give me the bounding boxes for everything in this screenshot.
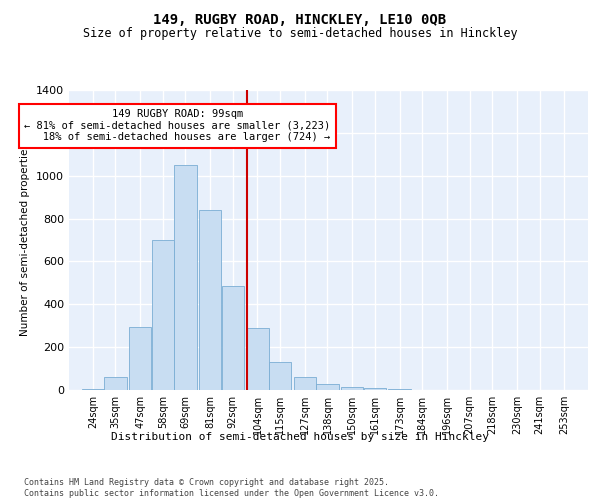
Bar — [221, 286, 244, 390]
Bar — [388, 389, 411, 390]
Bar — [316, 384, 338, 390]
Bar — [174, 165, 197, 390]
Bar — [82, 389, 104, 390]
Text: Contains HM Land Registry data © Crown copyright and database right 2025.
Contai: Contains HM Land Registry data © Crown c… — [24, 478, 439, 498]
Bar — [269, 362, 292, 390]
Bar — [104, 377, 127, 390]
Text: Distribution of semi-detached houses by size in Hinckley: Distribution of semi-detached houses by … — [111, 432, 489, 442]
Bar — [364, 388, 386, 390]
Y-axis label: Number of semi-detached properties: Number of semi-detached properties — [20, 144, 31, 336]
Text: 149, RUGBY ROAD, HINCKLEY, LE10 0QB: 149, RUGBY ROAD, HINCKLEY, LE10 0QB — [154, 12, 446, 26]
Bar — [129, 327, 151, 390]
Text: Size of property relative to semi-detached houses in Hinckley: Size of property relative to semi-detach… — [83, 28, 517, 40]
Bar — [199, 210, 221, 390]
Bar — [341, 387, 364, 390]
Bar — [293, 377, 316, 390]
Text: 149 RUGBY ROAD: 99sqm
← 81% of semi-detached houses are smaller (3,223)
   18% o: 149 RUGBY ROAD: 99sqm ← 81% of semi-deta… — [24, 110, 331, 142]
Bar — [246, 328, 269, 390]
Bar — [152, 240, 174, 390]
